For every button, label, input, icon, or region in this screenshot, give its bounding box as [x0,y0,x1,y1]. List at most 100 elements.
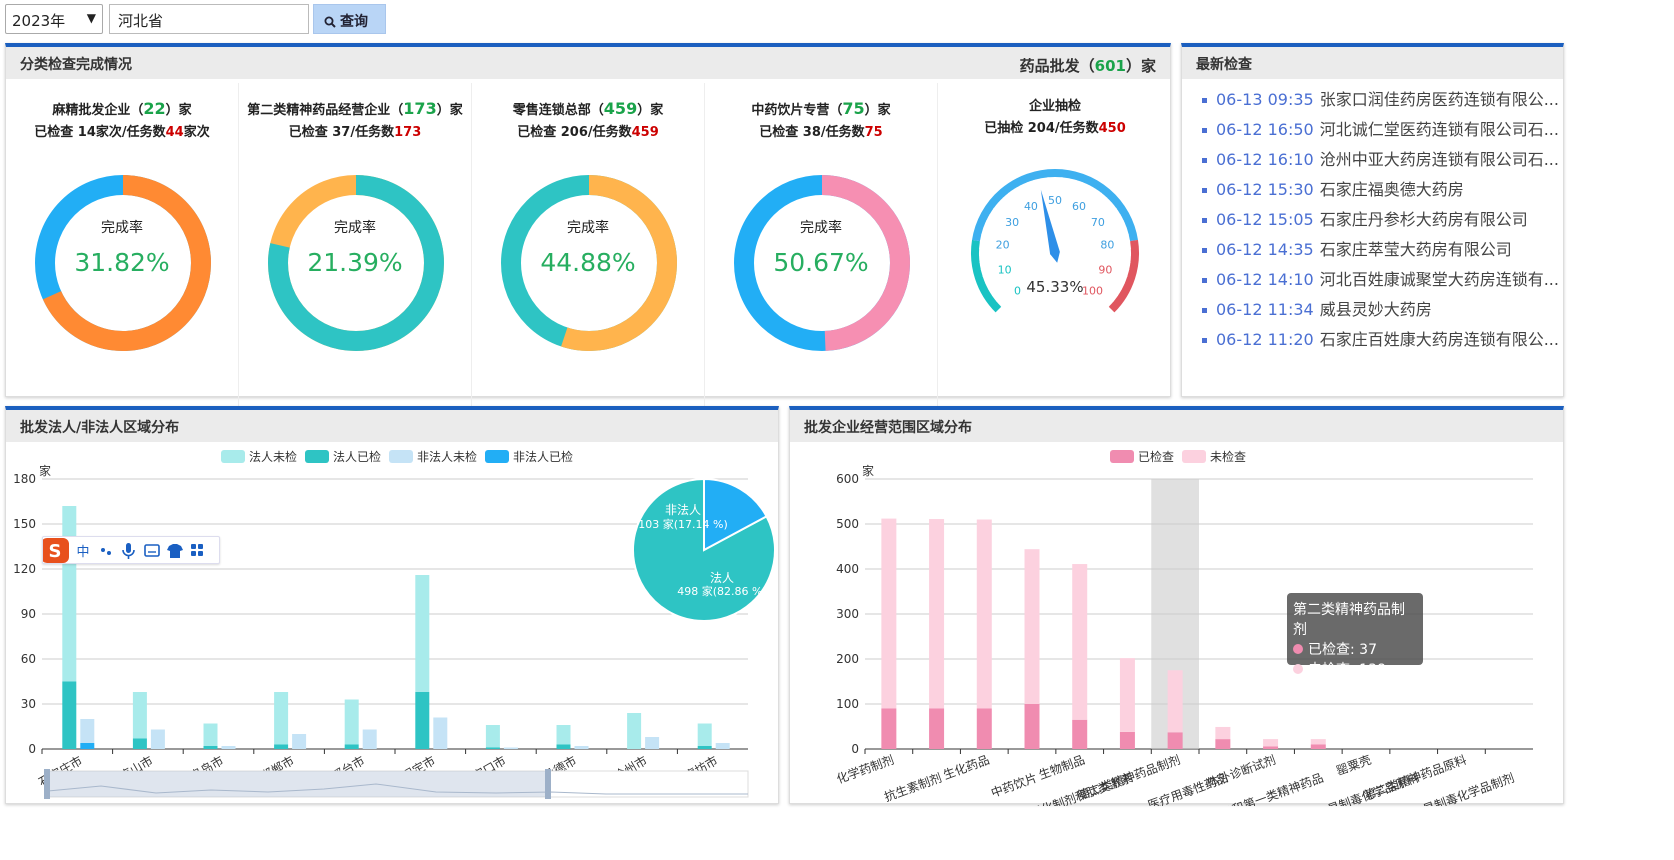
ime-toolbar[interactable]: S 中 [41,536,220,564]
data-zoom-handle-right[interactable] [545,769,551,799]
scope-bar-chart: 600 500 400 300 200 100 0 家化学药制剂抗生素制剂生化药品中药饮片生物… [834,463,1533,806]
ime-chinese-mode-icon[interactable]: 中 [76,545,89,560]
bar-legal-checked[interactable] [485,747,500,750]
latest-item[interactable]: 06-13 09:35 张家口润佳药房医药连锁有限公... [1200,85,1563,115]
latest-item-time: 06-12 15:30 [1216,180,1314,199]
toolbox-grid-icon[interactable] [191,544,203,556]
bar-nonlegal-unchecked[interactable] [433,717,448,750]
query-button[interactable]: 查询 [313,4,386,34]
bar-legal-checked[interactable] [132,738,147,750]
latest-item[interactable]: 06-12 16:50 河北诚仁堂医药连锁有限公司石... [1200,115,1563,145]
bar-nonlegal-unchecked[interactable] [221,746,236,749]
bar-nonlegal-unchecked[interactable] [645,737,660,749]
bar-legal-checked[interactable] [415,692,430,749]
tooltip-line-unchecked: 未检查: 138 [1293,659,1417,679]
wholesale-count-suffix: ）家 [1125,57,1156,75]
bar-checked[interactable] [881,708,897,750]
latest-item[interactable]: 06-12 15:30 石家庄福奥德大药房 [1200,175,1563,205]
bar-legal-checked[interactable] [697,746,712,749]
bar-nonlegal-unchecked[interactable] [362,729,377,750]
legend-item[interactable]: 已检查 [1110,450,1174,464]
legend-item[interactable]: 非法人已检 [485,450,573,464]
legend-label: 法人未检 [249,450,298,464]
gauge-tick [1121,226,1127,230]
latest-item[interactable]: 06-12 14:35 石家庄萃莹大药房有限公司 [1200,235,1563,265]
bar-legal-checked[interactable] [203,746,218,749]
bar-unchecked[interactable] [1310,739,1326,745]
latest-item[interactable]: 06-12 14:10 河北百姓康诚聚堂大药房连锁有... [1200,265,1563,295]
data-zoom-handle-left[interactable] [44,769,50,799]
gauge-tick [1080,182,1084,188]
bar-legal-unchecked[interactable] [485,725,500,748]
bar-legal-unchecked[interactable] [132,692,147,739]
y-tick-label: 30 [21,697,36,711]
bar-legal-unchecked[interactable] [344,699,359,745]
x-tick-label: 生化药品 [941,753,991,783]
bar-checked[interactable] [976,708,992,750]
bar-unchecked[interactable] [1167,670,1183,733]
bar-checked[interactable] [1167,732,1183,749]
ime-punctuation-icon[interactable] [101,548,111,555]
progress-prefix: 已检查 206/任务数 [517,125,632,140]
bar-unchecked[interactable] [1072,564,1088,720]
pie-label-nonlegal: 非法人 [665,503,701,517]
legend-item[interactable]: 非法人未检 [389,450,477,464]
category-cell: 零售连锁总部（459）家 已检查 206/任务数459 完成率 44.88% [472,83,705,425]
region-input[interactable]: 河北省 [109,4,309,34]
bar-checked[interactable] [1310,744,1326,750]
latest-item[interactable]: 06-12 11:20 石家庄百姓康大药房连锁有限公... [1200,325,1563,355]
bar-legal-unchecked[interactable] [415,575,430,692]
bar-checked[interactable] [1119,731,1135,749]
bar-legal-unchecked[interactable] [556,725,571,745]
bar-nonlegal-unchecked[interactable] [715,743,730,749]
bar-unchecked[interactable] [976,519,992,709]
legend-item[interactable]: 法人未检 [221,450,297,464]
wholesale-count: 药品批发（601）家 [1020,55,1156,76]
legend-item[interactable]: 未检查 [1182,450,1246,464]
bar-nonlegal-unchecked[interactable] [292,734,307,749]
bar-legal-unchecked[interactable] [62,506,77,682]
bar-legal-unchecked[interactable] [627,713,642,749]
bar-nonlegal-unchecked[interactable] [574,746,589,749]
bar-checked[interactable] [1215,739,1231,749]
bar-checked[interactable] [1263,746,1279,749]
year-select[interactable]: 2023年 ▼ [5,4,103,34]
latest-item[interactable]: 06-12 11:34 威县灵妙大药房 [1200,295,1563,325]
microphone-icon[interactable] [122,543,135,559]
bar-legal-unchecked[interactable] [203,723,218,747]
bar-legal-checked[interactable] [344,744,359,750]
bar-checked[interactable] [1072,719,1088,749]
bar-nonlegal-unchecked[interactable] [80,719,95,743]
gauge-tick [989,213,995,218]
gauge-tick [992,207,1003,216]
bar-unchecked[interactable] [1263,739,1279,747]
bar-nonlegal-unchecked[interactable] [503,747,518,750]
bar-unchecked[interactable] [929,519,945,709]
latest-item[interactable]: 06-12 15:05 石家庄丹参杉大药房有限公司 [1200,205,1563,235]
bar-unchecked[interactable] [1215,726,1231,740]
bar-checked[interactable] [1024,704,1040,749]
pie-slice-nonlegal[interactable] [703,477,768,552]
bar-legal-unchecked[interactable] [274,692,289,745]
skin-shirt-icon[interactable] [167,544,183,558]
bar-legal-checked[interactable] [62,681,77,750]
sogou-logo-icon[interactable]: S [41,538,69,563]
bar-unchecked[interactable] [1119,658,1135,732]
bar-nonlegal-unchecked[interactable] [150,729,165,750]
bar-unchecked[interactable] [1024,549,1040,704]
bar-checked[interactable] [929,708,945,750]
latest-item[interactable]: 06-12 16:10 沧州中亚大药房连锁有限公司石... [1200,145,1563,175]
y-tick-label: 150 [13,517,36,531]
bar-unchecked[interactable] [881,518,897,709]
gauge-tick [1124,268,1130,271]
bar-nonlegal-checked[interactable] [80,743,95,749]
bar-legal-unchecked[interactable] [697,723,712,747]
bar-legal-checked[interactable] [556,744,571,750]
gauge-tick-label: 20 [996,239,1010,252]
legend-item[interactable]: 法人已检 [305,450,381,464]
keyboard-icon[interactable] [144,544,160,557]
bar-legal-checked[interactable] [274,744,289,750]
pie-value-nonlegal: 103 家(17.14 %) [638,517,728,531]
gauge-tick [1109,297,1114,302]
legend-swatch [1182,450,1207,463]
